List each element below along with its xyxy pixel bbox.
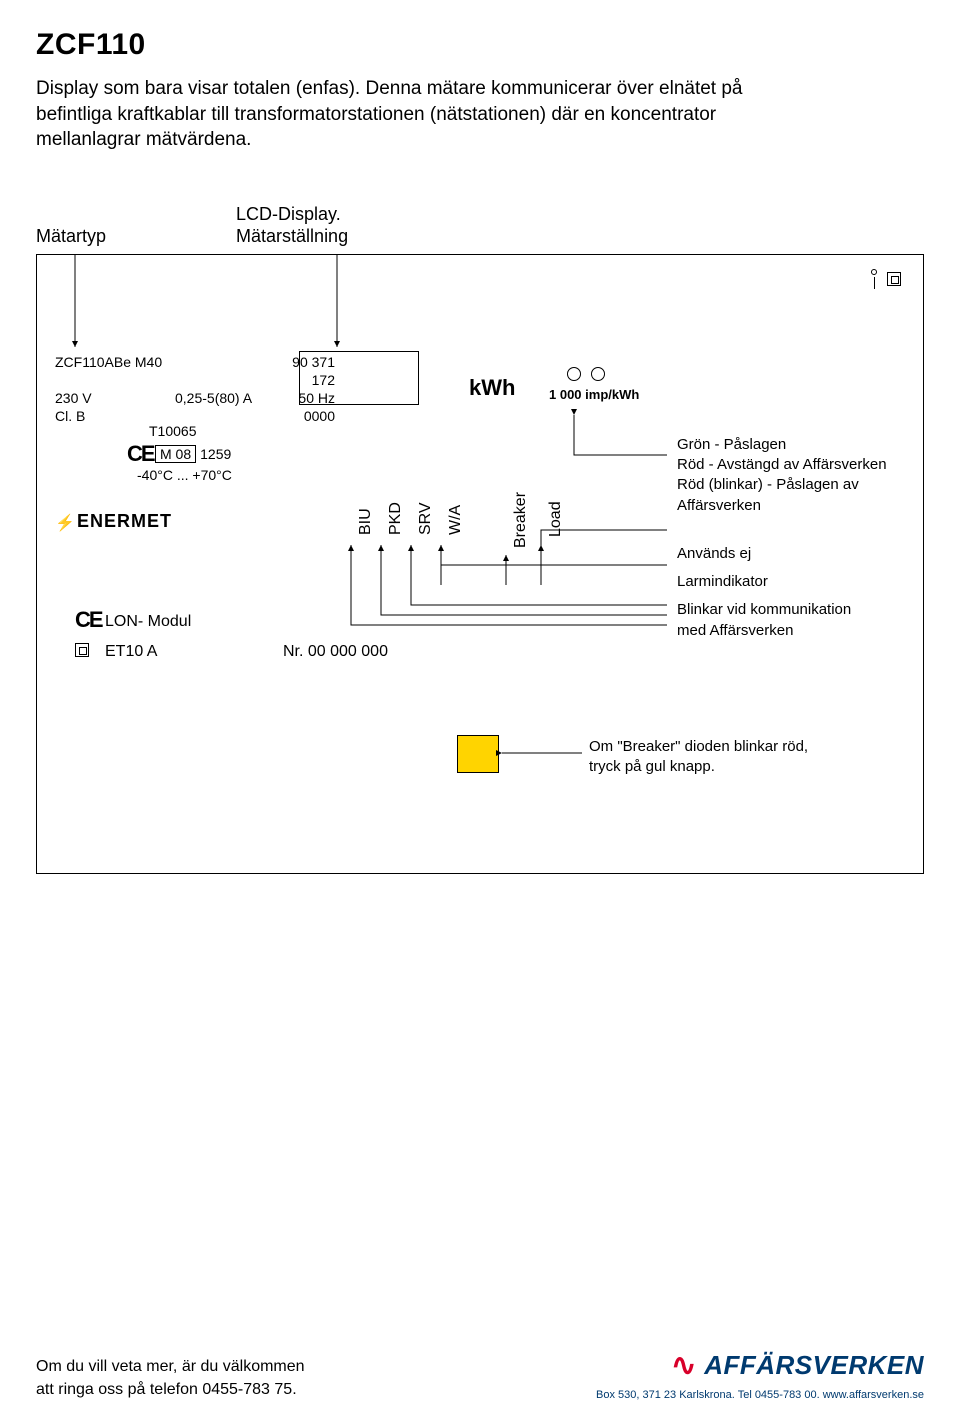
top-icons	[871, 269, 901, 289]
et10a: ET10 A	[105, 643, 157, 661]
desc-alarm: Larmindikator	[677, 572, 923, 592]
desc-comm: Blinkar vid kommunikation med Affärsverk…	[677, 600, 923, 641]
ce-mark-2: CE	[75, 607, 102, 633]
brand-logo: ∿ AFFÄRSVERKEN	[596, 1348, 924, 1383]
footer-left: Om du vill veta mer, är du välkommen att…	[36, 1356, 305, 1401]
desc-breaker-led: Grön - Påslagen Röd - Avstängd av Affärs…	[677, 435, 923, 516]
square-icon-bottom	[75, 643, 89, 657]
footer-contact: Box 530, 371 23 Karlskrona. Tel 0455-783…	[596, 1389, 924, 1401]
device-diagram: ZCF110ABe M4090 371 172 230 V0,25-5(80) …	[36, 254, 924, 874]
label-lcd: LCD-Display. Mätarställning	[236, 203, 348, 248]
square-icon-top	[887, 272, 901, 286]
t-number: T10065	[149, 423, 196, 439]
intro-text: Display som bara visar totalen (enfas). …	[36, 76, 796, 153]
desc-unused: Används ej	[677, 544, 923, 564]
spec-block: ZCF110ABe M4090 371 172 230 V0,25-5(80) …	[55, 353, 335, 426]
kwh-label: kWh	[469, 375, 515, 401]
page-footer: Om du vill veta mer, är du välkommen att…	[36, 1348, 924, 1401]
yellow-button	[457, 735, 499, 773]
page-title: ZCF110	[36, 28, 924, 62]
lon-modul: LON- Modul	[105, 613, 191, 631]
flash-icon: ⚡	[55, 513, 75, 533]
imp-led-1	[567, 367, 581, 381]
brand-swoosh-icon: ∿	[671, 1348, 696, 1383]
footer-right: ∿ AFFÄRSVERKEN Box 530, 371 23 Karlskron…	[596, 1348, 924, 1401]
lcd-rect	[299, 351, 419, 405]
serial-nr: Nr. 00 000 000	[283, 643, 388, 661]
led-descriptions: Grön - Påslagen Röd - Avstängd av Affärs…	[677, 435, 923, 649]
imp-led-2	[591, 367, 605, 381]
pointer-labels: Mätartyp LCD-Display. Mätarställning	[36, 203, 924, 248]
antenna-icon	[871, 269, 877, 289]
temp-range: -40°C ... +70°C	[137, 467, 232, 483]
m-code: M 08 1259	[155, 445, 231, 463]
imp-text: 1 000 imp/kWh	[549, 387, 639, 402]
ce-mark-1: CE	[127, 441, 154, 467]
label-matartyp: Mätartyp	[36, 225, 106, 248]
yellow-desc: Om "Breaker" dioden blinkar röd, tryck p…	[589, 737, 808, 778]
enermet-logo: ENERMET	[77, 511, 172, 532]
